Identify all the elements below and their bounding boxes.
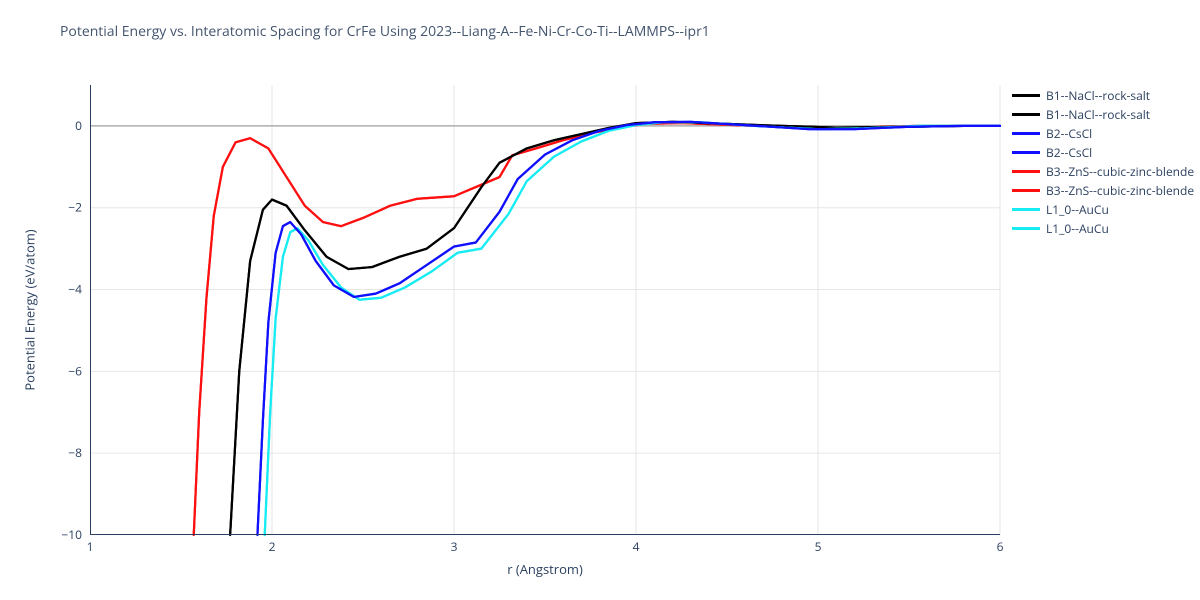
legend-label: L1_0--AuCu — [1046, 201, 1109, 218]
x-tick-label: 3 — [451, 538, 458, 555]
x-axis-label: r (Angstrom) — [90, 560, 1000, 578]
legend-item[interactable]: L1_0--AuCu — [1012, 200, 1194, 219]
x-tick-label: 4 — [633, 538, 640, 555]
legend-label: B3--ZnS--cubic-zinc-blende — [1046, 182, 1194, 199]
legend-swatch — [1012, 94, 1040, 97]
x-tick-label: 5 — [815, 538, 822, 555]
series-line[interactable] — [265, 122, 1000, 535]
legend-label: B1--NaCl--rock-salt — [1046, 87, 1150, 104]
x-tick-label: 6 — [997, 538, 1004, 555]
series-line[interactable] — [257, 122, 1000, 535]
legend-swatch — [1012, 170, 1040, 173]
legend-swatch — [1012, 113, 1040, 116]
chart-svg: 123456−10−8−6−4−20 — [90, 85, 1000, 535]
legend-swatch — [1012, 189, 1040, 192]
x-tick-label: 1 — [87, 538, 94, 555]
legend-swatch — [1012, 227, 1040, 230]
x-tick-label: 2 — [269, 538, 276, 555]
legend-label: B3--ZnS--cubic-zinc-blende — [1046, 163, 1194, 180]
legend-swatch — [1012, 208, 1040, 211]
legend-item[interactable]: L1_0--AuCu — [1012, 219, 1194, 238]
legend-swatch — [1012, 151, 1040, 154]
y-axis-label: Potential Energy (eV/atom) — [21, 229, 39, 390]
series-line[interactable] — [230, 122, 1000, 535]
series-line[interactable] — [265, 122, 1000, 535]
legend-label: L1_0--AuCu — [1046, 220, 1109, 237]
series-line[interactable] — [194, 123, 1000, 535]
y-axis-label-container: Potential Energy (eV/atom) — [20, 85, 40, 535]
legend-label: B2--CsCl — [1046, 144, 1092, 161]
y-tick-label: −2 — [68, 199, 82, 216]
legend-item[interactable]: B2--CsCl — [1012, 143, 1194, 162]
series-line[interactable] — [257, 122, 1000, 535]
legend-item[interactable]: B1--NaCl--rock-salt — [1012, 105, 1194, 124]
legend-label: B2--CsCl — [1046, 125, 1092, 142]
series-line[interactable] — [194, 123, 1000, 535]
y-tick-label: −4 — [68, 281, 82, 298]
legend: B1--NaCl--rock-salt B1--NaCl--rock-salt B2… — [1012, 86, 1194, 238]
legend-swatch — [1012, 132, 1040, 135]
y-tick-label: −10 — [61, 526, 82, 543]
legend-label: B1--NaCl--rock-salt — [1046, 106, 1150, 123]
legend-item[interactable]: B2--CsCl — [1012, 124, 1194, 143]
chart-plot-area: 123456−10−8−6−4−20 — [90, 85, 1000, 535]
series-line[interactable] — [230, 122, 1000, 535]
y-tick-label: −8 — [68, 444, 82, 461]
y-tick-label: −6 — [68, 362, 82, 379]
legend-item[interactable]: B3--ZnS--cubic-zinc-blende — [1012, 162, 1194, 181]
legend-item[interactable]: B3--ZnS--cubic-zinc-blende — [1012, 181, 1194, 200]
y-tick-label: 0 — [75, 117, 82, 134]
legend-item[interactable]: B1--NaCl--rock-salt — [1012, 86, 1194, 105]
chart-title: Potential Energy vs. Interatomic Spacing… — [60, 22, 710, 41]
